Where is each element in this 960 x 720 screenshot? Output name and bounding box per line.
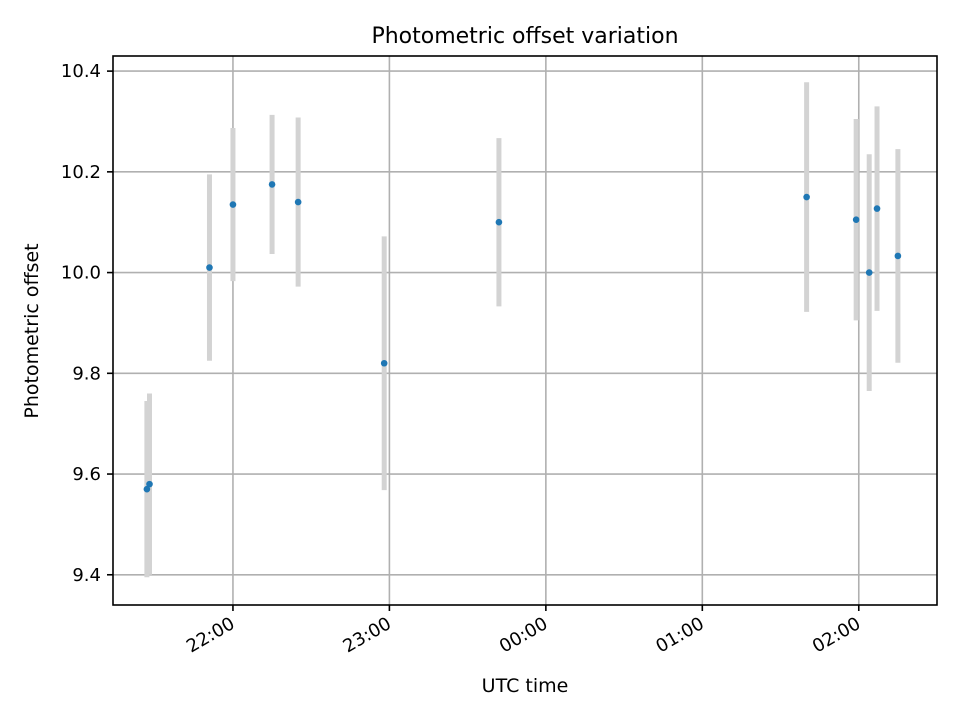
error-bars — [144, 82, 901, 578]
axis-ticks: 9.4 9.6 9.8 10.0 10.2 10.4 22:00 23:00 00:00 01:0… — [61, 61, 864, 657]
data-point — [852, 216, 860, 223]
data-point — [894, 252, 902, 260]
data-point — [803, 193, 810, 201]
chart-title: Photometric offset variation — [371, 24, 678, 49]
y-tick-label: 10.4 — [61, 61, 101, 82]
x-tick-label: 02:00 — [809, 613, 864, 657]
data-point — [495, 218, 503, 226]
data-point — [143, 485, 151, 493]
grid-lines — [113, 56, 937, 605]
y-axis-label: Photometric offset — [21, 243, 43, 418]
data-point — [294, 198, 302, 206]
data-point — [268, 181, 276, 188]
x-tick-label: 22:00 — [183, 613, 238, 657]
data-point — [380, 359, 388, 367]
data-point — [146, 480, 153, 488]
x-tick-label: 01:00 — [652, 613, 707, 657]
y-tick-label: 9.8 — [72, 363, 101, 384]
data-point — [873, 205, 881, 212]
y-tick-label: 9.6 — [72, 464, 101, 485]
x-axis-label: UTC time — [482, 675, 569, 697]
x-tick-label: 23:00 — [339, 613, 394, 657]
x-tick-label: 00:00 — [496, 613, 551, 657]
y-tick-label: 10.2 — [61, 162, 101, 183]
data-point — [229, 201, 237, 208]
data-points — [143, 181, 902, 493]
y-tick-label: 9.4 — [72, 565, 101, 586]
data-point — [206, 264, 213, 271]
y-tick-label: 10.0 — [61, 263, 101, 284]
data-point — [865, 269, 873, 276]
plot-frame — [112, 55, 938, 606]
